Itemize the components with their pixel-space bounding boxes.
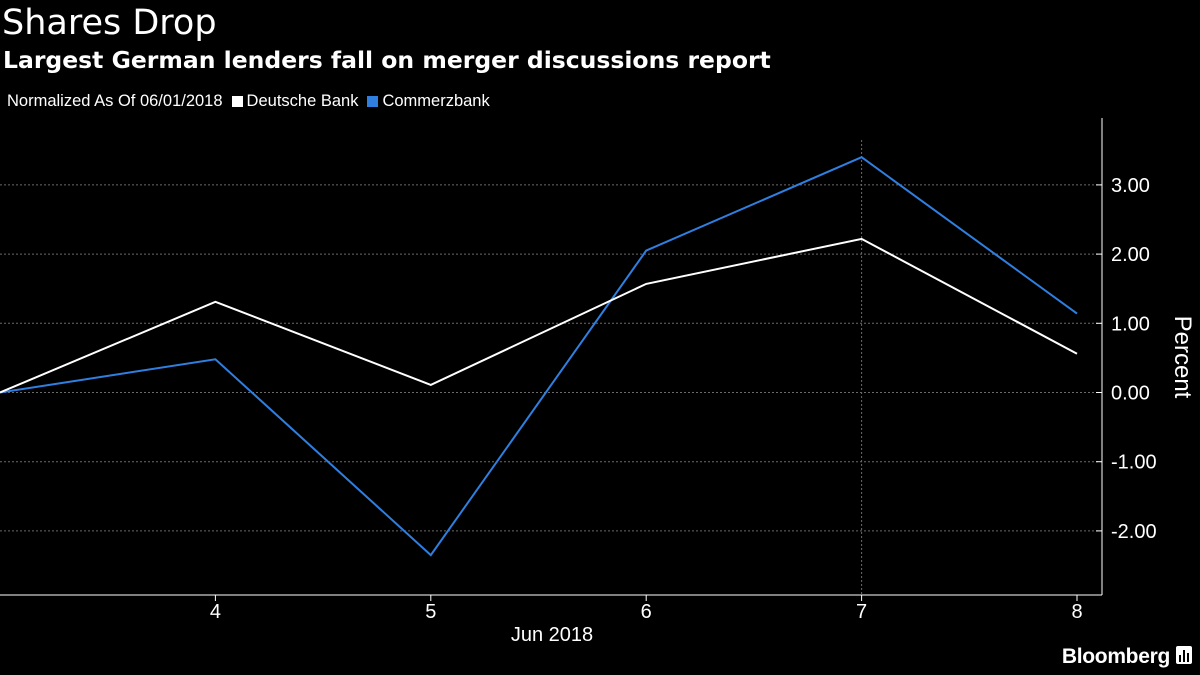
x-tick-label: 6 <box>641 601 652 623</box>
series-lines <box>0 156 1078 557</box>
y-tick-label: 1.00 <box>1111 313 1150 335</box>
y-tick-label: -1.00 <box>1111 452 1157 474</box>
legend-note-text: Normalized As Of 06/01/2018 <box>7 91 223 110</box>
y-axis-label: Percent <box>1169 316 1196 399</box>
chart-title: Shares Drop <box>2 3 217 43</box>
legend-item-commerzbank: Commerzbank <box>367 91 490 111</box>
x-tick-label: 4 <box>210 601 221 623</box>
brand-name: Bloomberg <box>1061 645 1170 668</box>
axes <box>0 118 1103 601</box>
y-tick-label: 2.00 <box>1111 244 1150 266</box>
y-tick-label: 3.00 <box>1111 175 1150 197</box>
series-line-deutsche-bank <box>0 237 1078 394</box>
chart-subtitle: Largest German lenders fall on merger di… <box>3 46 771 74</box>
legend-label-deutsche-bank: Deutsche Bank <box>246 91 359 110</box>
bloomberg-logo: Bloomberg <box>1062 644 1192 670</box>
legend-swatch-commerzbank <box>367 95 379 107</box>
legend-item-deutsche-bank: Deutsche Bank <box>231 91 359 111</box>
y-tick-label: 0.00 <box>1111 383 1150 405</box>
series-line-commerzbank <box>0 156 1078 557</box>
y-tick-label: -2.00 <box>1111 521 1157 543</box>
x-axis-label: Jun 2018 <box>511 624 593 646</box>
x-tick-label: 8 <box>1071 601 1082 623</box>
legend-note: Normalized As Of 06/01/2018 <box>7 92 223 111</box>
legend-swatch-deutsche-bank <box>231 95 243 107</box>
bar-chart-icon <box>1176 646 1192 668</box>
x-tick-label: 5 <box>425 601 436 623</box>
legend-label-commerzbank: Commerzbank <box>382 91 490 110</box>
axis-labels: -2.00 -1.00 0.00 1.00 2.00 3.00 4 5 6 7 8 Jun 2018 P… <box>210 175 1196 646</box>
x-tick-label: 7 <box>856 601 867 623</box>
legend: Normalized As Of 06/01/2018 Deutsche Ban… <box>7 90 499 112</box>
